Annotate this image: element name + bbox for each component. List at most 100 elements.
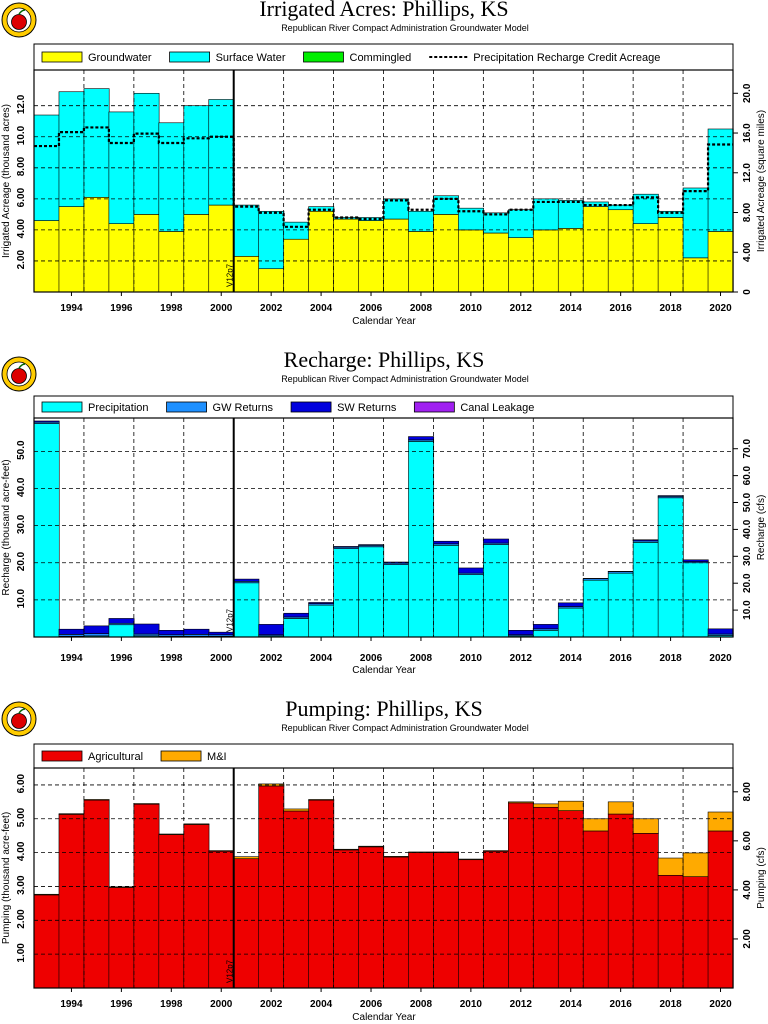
x-axis-title: Calendar Year bbox=[352, 316, 416, 327]
bar-segment bbox=[133, 623, 160, 635]
x-tick-label: 2010 bbox=[460, 999, 483, 1010]
y-tick-label: 40.0 bbox=[16, 477, 27, 497]
y2-tick-label: 10.0 bbox=[742, 600, 753, 620]
y2-axis-title: Irrigated Acreage (square miles) bbox=[756, 110, 767, 252]
bar-segment bbox=[308, 602, 335, 604]
x-axis-title: Calendar Year bbox=[352, 665, 416, 676]
chart-title: Irrigated Acres: Phillips, KS bbox=[259, 0, 508, 21]
x-tick-label: 2008 bbox=[410, 999, 433, 1010]
bar-segment bbox=[83, 633, 110, 637]
x-tick-label: 1994 bbox=[60, 303, 83, 314]
bar-segment bbox=[308, 799, 335, 989]
bar-segment bbox=[508, 630, 534, 636]
bar-segment bbox=[208, 204, 235, 293]
x-axis-title: Calendar Year bbox=[352, 1012, 416, 1023]
x-tick-label: 2008 bbox=[410, 653, 433, 664]
x-tick-label: 2002 bbox=[260, 303, 283, 314]
bar-segment bbox=[33, 420, 60, 423]
bar-segment bbox=[58, 814, 85, 989]
legend-swatch bbox=[413, 401, 455, 413]
bar-segment bbox=[682, 876, 709, 989]
y2-axis-title: Pumping (cfs) bbox=[756, 847, 767, 909]
bar-segment bbox=[58, 813, 85, 815]
bar-segment bbox=[657, 874, 684, 989]
y-tick-label: 3.00 bbox=[16, 875, 27, 895]
bar-segment bbox=[607, 813, 634, 989]
bar-segment bbox=[183, 105, 210, 215]
chart-panel: Recharge: Phillips, KS Republican River C… bbox=[1, 347, 767, 676]
bar-segment bbox=[358, 544, 385, 546]
bar-segment bbox=[133, 214, 160, 293]
x-tick-label: 2002 bbox=[260, 999, 283, 1010]
bar-segment bbox=[682, 187, 709, 259]
bar-segment bbox=[258, 210, 285, 270]
chart-subtitle: Republican River Compact Administration … bbox=[281, 374, 529, 384]
bar-segment bbox=[557, 602, 584, 607]
bar-segment bbox=[433, 545, 459, 638]
bar-segment bbox=[83, 799, 110, 989]
bar-segment bbox=[108, 223, 135, 293]
bar-segment bbox=[682, 852, 709, 877]
bar-segment bbox=[233, 578, 260, 582]
bar-segment bbox=[83, 88, 110, 198]
bar-segment bbox=[83, 197, 110, 293]
bar-segment bbox=[532, 630, 559, 638]
bar-segment bbox=[557, 228, 584, 293]
bar-segment bbox=[632, 539, 659, 542]
bar-segment bbox=[383, 856, 410, 989]
apple-logo bbox=[1, 356, 37, 392]
legend-swatch bbox=[41, 401, 83, 413]
y2-tick-label: 8.00 bbox=[742, 202, 753, 222]
bar-segment bbox=[458, 859, 484, 989]
bar-segment bbox=[358, 546, 385, 638]
bar-segment bbox=[333, 848, 360, 851]
bar-segment bbox=[508, 801, 534, 804]
bar-segment bbox=[682, 257, 709, 293]
bar-segment bbox=[707, 830, 734, 989]
bar-segment bbox=[433, 540, 459, 545]
bar-segment bbox=[458, 567, 484, 574]
bar-segment bbox=[133, 92, 160, 215]
bar-segment bbox=[283, 238, 310, 293]
bar-segment bbox=[483, 544, 509, 638]
legend-label: Precipitation Recharge Credit Acreage bbox=[473, 52, 660, 64]
bar-segment bbox=[233, 856, 260, 860]
y2-tick-label: 16.0 bbox=[742, 123, 753, 143]
x-tick-label: 2014 bbox=[560, 999, 583, 1010]
legend-swatch bbox=[290, 401, 332, 413]
bar-segment bbox=[707, 231, 734, 293]
chart-title: Pumping: Phillips, KS bbox=[285, 696, 482, 721]
legend-label: SW Returns bbox=[337, 402, 397, 414]
chart-title: Recharge: Phillips, KS bbox=[284, 347, 485, 372]
bar-segment bbox=[458, 858, 484, 861]
x-tick-label: 2016 bbox=[610, 999, 633, 1010]
y-tick-label: 4.00 bbox=[16, 841, 27, 861]
x-tick-label: 2016 bbox=[610, 303, 633, 314]
bar-segment bbox=[582, 830, 609, 989]
y-tick-label: 5.00 bbox=[16, 807, 27, 827]
bar-segment bbox=[483, 232, 509, 293]
x-tick-label: 2020 bbox=[709, 999, 732, 1010]
y-tick-label: 2.00 bbox=[16, 909, 27, 929]
x-tick-label: 2010 bbox=[460, 303, 483, 314]
x-tick-label: 2012 bbox=[510, 999, 533, 1010]
bar-segment bbox=[532, 198, 559, 231]
legend-swatch bbox=[303, 51, 344, 63]
bar-segment bbox=[358, 846, 385, 989]
bar-segment bbox=[707, 628, 734, 635]
bar-segment bbox=[183, 214, 210, 293]
apple-icon bbox=[11, 713, 27, 729]
bar-segment bbox=[308, 604, 335, 638]
bar-segment bbox=[208, 99, 235, 206]
x-tick-label: 2012 bbox=[510, 653, 533, 664]
x-tick-label: 2016 bbox=[610, 653, 633, 664]
bar-segment bbox=[158, 833, 185, 835]
x-tick-label: 2006 bbox=[360, 653, 383, 664]
bar-segment bbox=[108, 886, 135, 888]
bar-segment bbox=[33, 893, 60, 896]
x-tick-label: 2012 bbox=[510, 303, 533, 314]
bar-segment bbox=[383, 564, 410, 638]
bar-segment bbox=[158, 630, 185, 636]
bar-segment bbox=[258, 268, 285, 293]
